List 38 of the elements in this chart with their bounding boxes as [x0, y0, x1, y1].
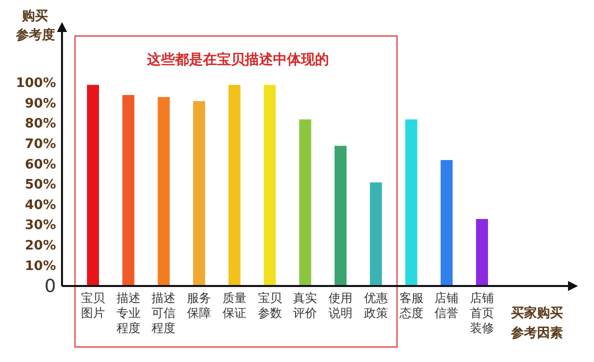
y-tick-label: 20% — [24, 238, 56, 254]
bar — [158, 97, 170, 286]
y-tick-label: 0 — [44, 276, 56, 297]
bar — [476, 218, 488, 286]
y-axis-title: 购买参考度 — [15, 9, 55, 43]
x-tick-label: 描述可信程度 — [152, 291, 176, 335]
y-tick-label: 70% — [24, 136, 56, 152]
y-tick-label: 100% — [16, 76, 56, 91]
x-tick-label: 使用说明 — [328, 291, 353, 320]
x-tick-label: 质量保证 — [222, 291, 246, 320]
bar — [122, 95, 134, 286]
y-tick-label: 30% — [24, 218, 56, 234]
y-tick-label: 60% — [24, 157, 56, 172]
x-tick-label: 服务保障 — [187, 291, 212, 320]
x-axis-title: 买家购买参考因素 — [510, 305, 563, 341]
bar — [334, 146, 347, 286]
bar — [193, 101, 206, 286]
y-tick-label: 80% — [24, 116, 56, 132]
y-tick-label: 40% — [24, 198, 56, 213]
x-tick-label: 宝贝参数 — [258, 291, 282, 320]
x-tick-label: 描述专业程度 — [116, 291, 140, 335]
x-tick-label: 店铺信誉 — [434, 291, 459, 320]
x-tick-label: 优惠政策 — [364, 291, 388, 320]
x-tick-label: 宝贝图片 — [81, 291, 105, 320]
bar — [87, 84, 99, 286]
x-tick-label: 店铺首页装修 — [470, 291, 494, 335]
y-tick-label: 50% — [24, 178, 56, 193]
bar — [405, 119, 418, 286]
annotation: 这些都是在宝贝描述中体现的 — [146, 51, 329, 68]
bar — [370, 182, 382, 286]
x-tick-label: 真实评价 — [293, 291, 318, 320]
x-tick-label: 客服态度 — [398, 291, 424, 320]
bar — [440, 160, 453, 286]
y-tick-label: 90% — [24, 96, 56, 112]
bar — [228, 84, 240, 286]
bar — [264, 84, 276, 286]
y-tick-label: 10% — [24, 258, 56, 274]
bar — [299, 119, 312, 286]
